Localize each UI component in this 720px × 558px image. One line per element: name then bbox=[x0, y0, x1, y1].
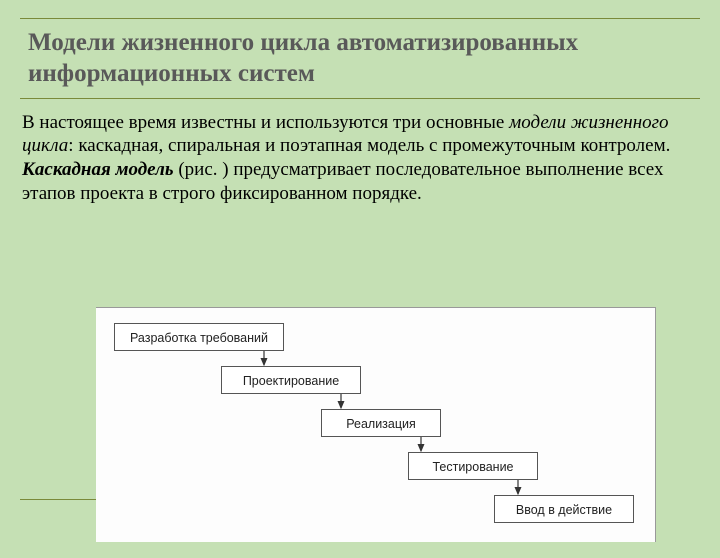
waterfall-diagram: Разработка требований Проектирование Реали… bbox=[96, 307, 656, 542]
title-container: Модели жизненного цикла автоматизированн… bbox=[20, 18, 700, 99]
text-run: В настоящее время известны и используютс… bbox=[22, 112, 509, 133]
stage-box: Проектирование bbox=[221, 366, 361, 394]
accent-rule bbox=[20, 499, 96, 500]
body-paragraph: В настоящее время известны и используютс… bbox=[22, 111, 698, 206]
stage-box: Разработка требований bbox=[114, 323, 284, 351]
text-run: : каскадная, спиральная и поэтапная моде… bbox=[68, 135, 670, 156]
stage-box: Тестирование bbox=[408, 452, 538, 480]
page-title: Модели жизненного цикла автоматизированн… bbox=[28, 27, 692, 90]
stage-box: Реализация bbox=[321, 409, 441, 437]
text-bold-italic: Каскадная модель bbox=[22, 159, 174, 180]
stage-box: Ввод в действие bbox=[494, 495, 634, 523]
